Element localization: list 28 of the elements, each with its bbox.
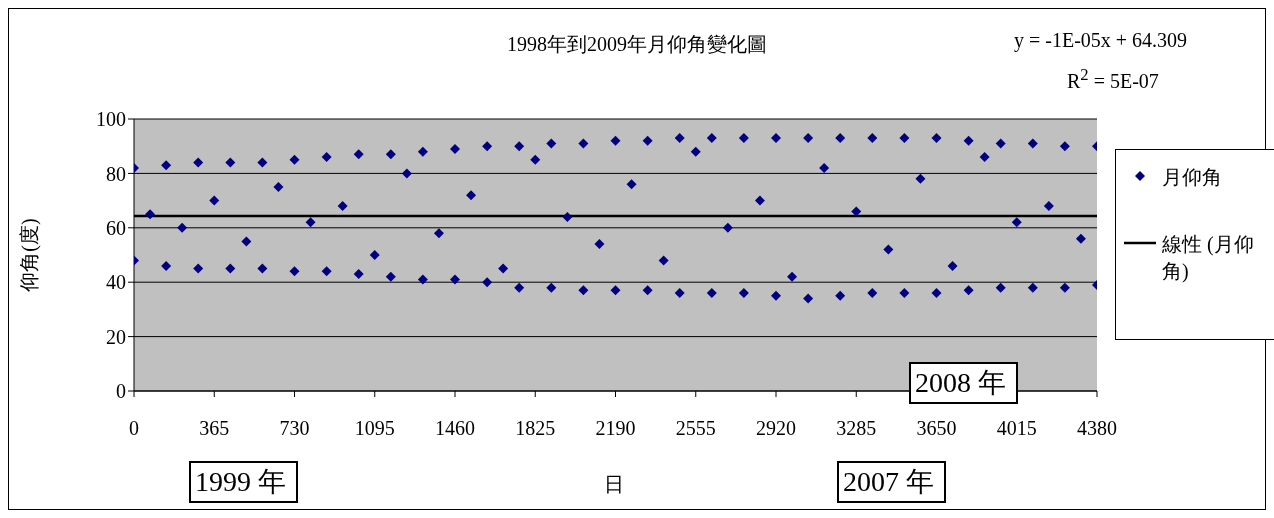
x-tick-label: 2920 (756, 417, 796, 440)
x-tick-label: 2190 (595, 417, 636, 440)
y-axis-title: 仰角(度) (18, 218, 42, 292)
y-tick-label: 20 (106, 325, 126, 348)
chart-title: 1998年到2009年月仰角變化圖 (507, 33, 767, 55)
x-tick-label: 4015 (996, 417, 1037, 440)
x-tick-label: 365 (199, 417, 230, 440)
y-tick-label: 100 (96, 108, 126, 131)
y-tick-label: 60 (106, 216, 126, 239)
x-axis-title: 日 (604, 472, 624, 497)
x-tick-label: 1460 (435, 417, 475, 440)
x-tick-label: 3285 (836, 417, 877, 440)
legend-label: 線性 (月仰角) (1162, 232, 1255, 284)
y-tick-label: 40 (106, 271, 126, 294)
text: R$^{2}$ = 5E-07 (1067, 65, 1159, 93)
x-tick-label: 1825 (515, 417, 556, 440)
text: 1999 年 (189, 461, 298, 503)
y-tick-label: 80 (106, 162, 126, 185)
x-tick-label: 3650 (916, 417, 957, 440)
x-tick-label: 4380 (1077, 417, 1117, 440)
x-tick-label: 1095 (354, 417, 395, 440)
x-tick-label: 730 (279, 417, 310, 440)
x-tick-label: 2555 (675, 417, 716, 440)
legend-label: 月仰角 (1162, 165, 1222, 190)
text: y = -1E-05x + 64.309 (1014, 29, 1188, 52)
y-tick-label: 0 (116, 380, 126, 403)
text: 2007 年 (837, 461, 946, 503)
annotation: 2008 年 (909, 362, 1018, 404)
